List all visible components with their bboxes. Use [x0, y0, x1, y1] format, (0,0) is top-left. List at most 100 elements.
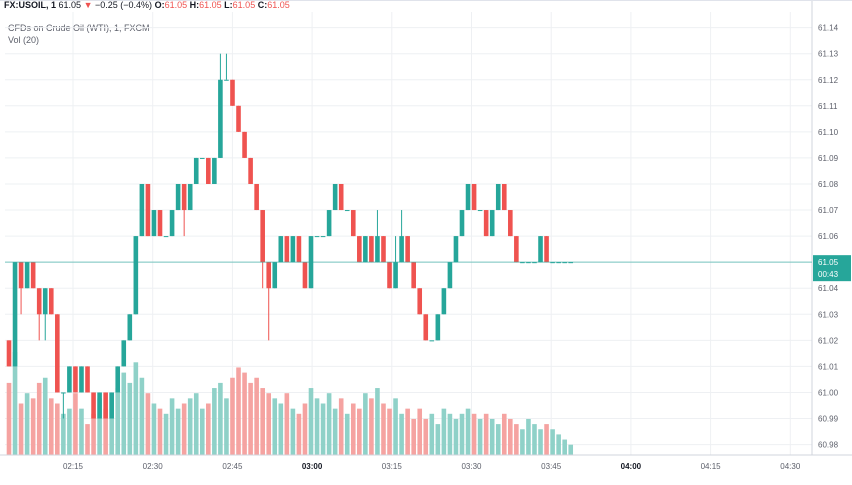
- bar-countdown: 00:43: [818, 270, 839, 279]
- volume-bar: [85, 424, 90, 455]
- y-tick-label: 61.00: [818, 388, 839, 397]
- volume-bar: [181, 403, 187, 455]
- candle-body: [133, 236, 139, 315]
- chart-axes: 61.14 61.13 61.12 61.11 61.10 61.09 61.08 61.07…: [0, 0, 852, 471]
- volume-bar: [18, 403, 24, 455]
- y-tick-label: 61.02: [818, 336, 839, 345]
- volume-bar: [79, 408, 84, 455]
- candle-body: [465, 183, 471, 211]
- volume-bar: [212, 388, 217, 455]
- candle-body: [290, 236, 296, 263]
- low-label: L:: [224, 0, 233, 10]
- candle-body: [48, 288, 54, 315]
- volume-bar: [133, 362, 139, 455]
- candle-body: [224, 79, 229, 81]
- candle-body: [350, 210, 356, 237]
- volume-bar: [12, 352, 18, 455]
- candle-body: [115, 366, 121, 393]
- candlesticks: [6, 53, 574, 419]
- candle-body: [459, 210, 465, 237]
- volume-bar: [175, 408, 181, 455]
- volume-bar: [514, 424, 519, 455]
- candle-body: [199, 157, 205, 159]
- symbol-label[interactable]: FX:USOIL, 1: [4, 0, 57, 10]
- candle-body: [544, 236, 549, 263]
- volume-bar: [423, 418, 429, 455]
- volume-bar: [459, 413, 465, 455]
- candle-body: [67, 366, 72, 393]
- candle-body: [423, 314, 429, 341]
- down-arrow-icon: ▼: [83, 0, 93, 10]
- volume-bar: [447, 413, 453, 455]
- candle-body: [212, 157, 217, 184]
- y-tick-label: 61.04: [818, 284, 839, 293]
- volume-bar: [375, 388, 380, 455]
- candle-body: [501, 183, 507, 211]
- candle-body: [278, 236, 284, 263]
- y-tick-label: 60.99: [818, 415, 839, 424]
- candle-body: [495, 183, 501, 211]
- candle-body: [30, 262, 36, 289]
- volume-bar: [568, 444, 574, 455]
- candle-body: [363, 236, 368, 263]
- candle-body: [393, 262, 398, 289]
- volume-bar: [236, 367, 241, 455]
- volume-bar: [350, 403, 356, 455]
- volume-bar: [320, 403, 326, 455]
- volume-bar: [357, 408, 362, 455]
- volume-bar: [266, 393, 272, 455]
- candle-body: [193, 157, 199, 184]
- y-tick-label: 61.14: [818, 24, 839, 33]
- candle-body: [344, 210, 350, 212]
- candle-body: [187, 183, 193, 211]
- volume-bar: [24, 393, 30, 455]
- candle-body: [489, 210, 495, 237]
- x-tick-label: 04:00: [621, 462, 642, 471]
- candle-body: [12, 262, 18, 367]
- y-tick-label: 61.03: [818, 310, 839, 319]
- volume-bar: [332, 408, 338, 455]
- candle-body: [151, 210, 157, 237]
- candle-body: [453, 236, 459, 263]
- volume-bar: [109, 393, 114, 455]
- candle-body: [483, 210, 489, 237]
- volume-bar: [399, 413, 404, 455]
- volume-bar: [121, 372, 127, 455]
- volume-bar: [526, 418, 531, 455]
- candle-body: [79, 366, 84, 393]
- volume-bar: [97, 398, 102, 455]
- volume-bar: [230, 377, 235, 455]
- volume-bar: [405, 408, 410, 455]
- volume-bar: [465, 408, 471, 455]
- high-label: H:: [189, 0, 200, 10]
- volume-bar: [562, 439, 567, 455]
- candle-body: [127, 314, 133, 341]
- candle-body: [91, 392, 96, 419]
- volume-bar: [91, 413, 96, 455]
- candle-body: [18, 262, 24, 289]
- candle-body: [230, 79, 235, 106]
- y-tick-label: 61.09: [818, 154, 839, 163]
- candle-body: [435, 314, 441, 341]
- candle-body: [73, 366, 78, 393]
- volume-label[interactable]: Vol (20): [8, 35, 40, 45]
- x-tick-label: 03:00: [302, 462, 323, 471]
- candle-body: [272, 262, 278, 289]
- candle-body: [169, 210, 175, 237]
- volume-bar: [387, 408, 392, 455]
- candle-body: [411, 262, 416, 289]
- volume-bar: [393, 398, 398, 455]
- y-tick-label: 61.13: [818, 50, 839, 59]
- volume-bar: [6, 382, 12, 455]
- candle-body: [326, 210, 332, 237]
- volume-bar: [115, 388, 121, 455]
- volume-bar: [520, 429, 525, 455]
- volume-bar: [55, 403, 60, 455]
- volume-bar: [538, 429, 543, 455]
- candle-body: [369, 236, 374, 263]
- last-price-tag-value: 61.05: [818, 258, 839, 267]
- y-tick-label: 61.11: [818, 102, 838, 111]
- volume-bar: [453, 418, 459, 455]
- volume-bar: [284, 393, 290, 455]
